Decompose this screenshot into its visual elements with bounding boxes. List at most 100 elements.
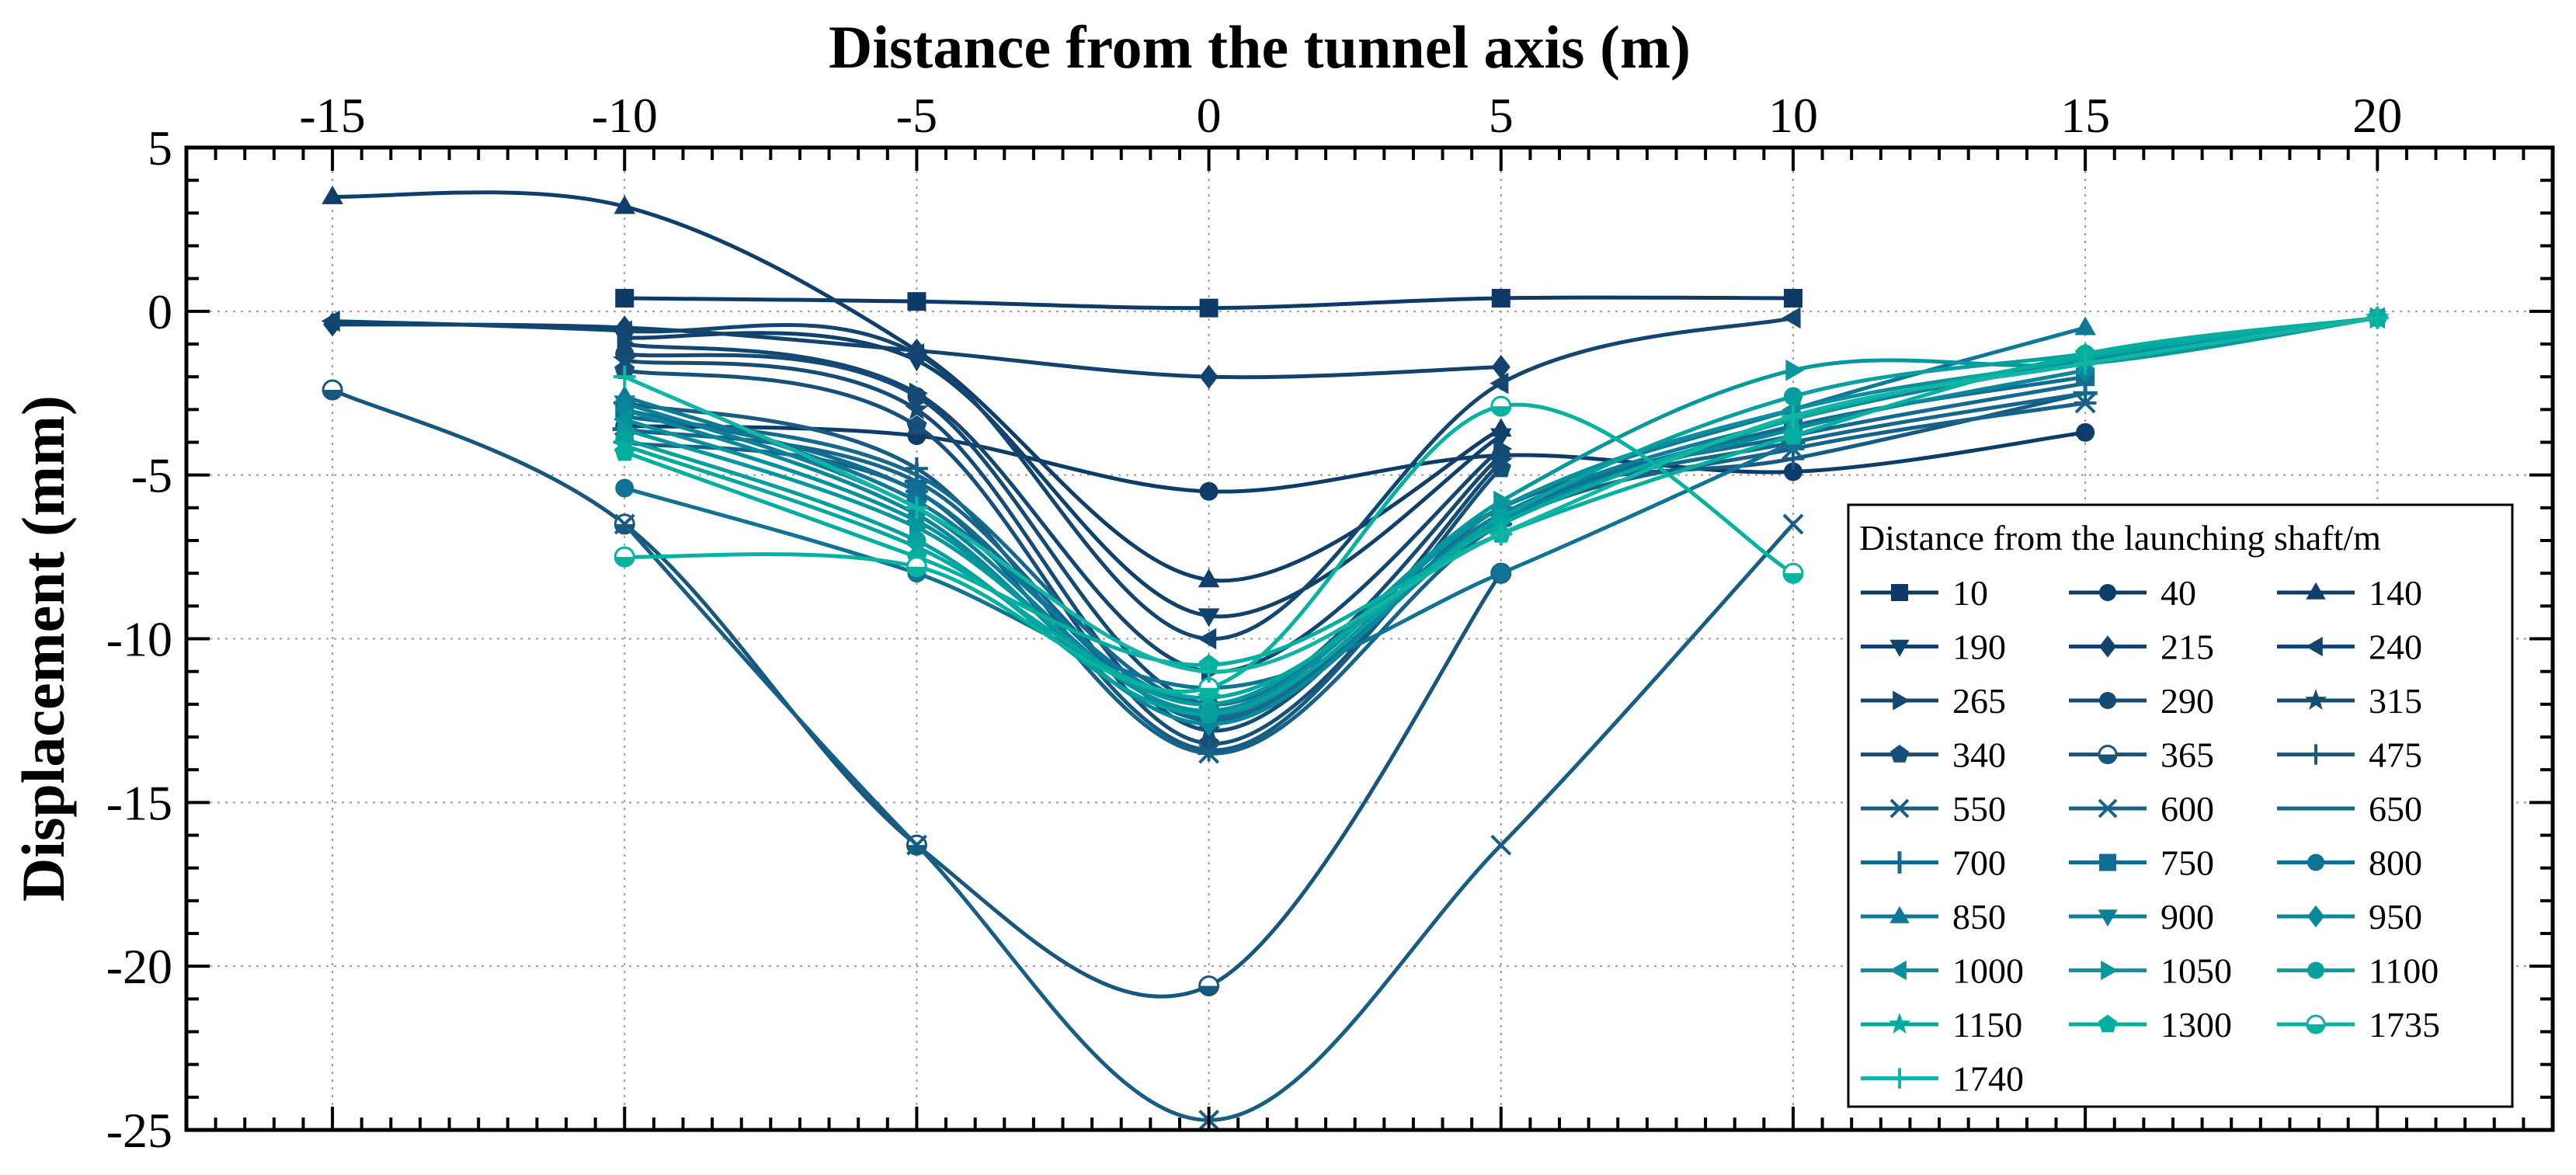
series-10 xyxy=(615,288,1803,318)
data-point xyxy=(1490,428,1512,447)
legend-item-215: 215 xyxy=(2069,627,2214,667)
data-point xyxy=(1782,307,1801,329)
data-point xyxy=(1891,584,1908,601)
legend-item-850: 850 xyxy=(1861,897,2006,937)
data-point xyxy=(2101,960,2119,981)
x-tick-label: -5 xyxy=(896,88,937,143)
data-point xyxy=(1198,975,1220,996)
data-point xyxy=(2097,798,2119,819)
legend-label: 315 xyxy=(2369,681,2422,721)
x-tick-label: 0 xyxy=(1197,88,1222,143)
legend-item-340: 340 xyxy=(1861,735,2006,775)
legend-item-290: 290 xyxy=(2069,681,2214,721)
data-point xyxy=(2305,744,2327,765)
data-point xyxy=(1785,359,1805,381)
data-point xyxy=(2304,689,2327,711)
y-tick-label: -10 xyxy=(106,612,172,667)
legend-label: 650 xyxy=(2369,789,2422,829)
legend-label: 1735 xyxy=(2369,1005,2440,1045)
legend-item-265: 265 xyxy=(1861,681,2006,721)
x-tick-label: 15 xyxy=(2060,88,2110,143)
data-point xyxy=(2098,909,2118,927)
series-line xyxy=(622,423,2088,494)
legend-label: 475 xyxy=(2369,735,2422,775)
legend-item-1300: 1300 xyxy=(2069,1005,2232,1045)
data-point xyxy=(2306,582,2326,600)
legend-label: 1300 xyxy=(2161,1005,2232,1045)
series-line xyxy=(622,402,1796,694)
data-point xyxy=(2099,635,2116,658)
data-point xyxy=(1199,364,1218,389)
data-point xyxy=(615,478,634,498)
data-point xyxy=(1888,1013,1911,1034)
data-point xyxy=(1491,288,1510,308)
data-point xyxy=(906,496,928,520)
ticks: -15 -10 -5 0 5 10 15 20 5 0 -5 -10 -15 -20 -25 xyxy=(106,88,2554,1158)
y-tick-label: -5 xyxy=(131,448,172,503)
data-point xyxy=(1490,834,1512,856)
series-240 xyxy=(321,307,1801,650)
data-point xyxy=(2099,692,2116,709)
legend-item-1740: 1740 xyxy=(1861,1059,2024,1099)
series-layer xyxy=(321,185,2390,1130)
legend-label: 290 xyxy=(2161,681,2214,721)
data-point xyxy=(1889,639,1910,657)
y-tick-label: 5 xyxy=(148,120,172,176)
legend-item-650: 650 xyxy=(2277,789,2422,829)
data-point xyxy=(905,397,929,420)
legend-label: 40 xyxy=(2161,573,2196,613)
legend-label: 850 xyxy=(1952,897,2006,937)
data-point xyxy=(1782,562,1804,584)
data-point xyxy=(1782,405,1805,428)
legend-label: 1000 xyxy=(1952,951,2024,991)
data-point xyxy=(1493,490,1513,513)
series-line xyxy=(330,190,1504,583)
legend-item-240: 240 xyxy=(2277,627,2422,667)
legend-item-900: 900 xyxy=(2069,897,2214,937)
legend-label: 750 xyxy=(2161,843,2214,883)
legend-label: 700 xyxy=(1952,843,2006,883)
data-point xyxy=(1491,354,1510,380)
data-point xyxy=(2305,636,2323,657)
data-point xyxy=(1198,739,1221,762)
data-point xyxy=(1889,1068,1910,1089)
series-line xyxy=(622,342,1504,674)
data-point xyxy=(1199,298,1218,318)
legend-item-1050: 1050 xyxy=(2069,951,2232,991)
data-point xyxy=(612,347,637,371)
legend-item-140: 140 xyxy=(2277,573,2422,613)
data-point xyxy=(906,415,927,435)
legend: Distance from the launching shaft/m 10 40 1… xyxy=(1847,503,2514,1108)
data-point xyxy=(321,310,340,332)
legend-item-750: 750 xyxy=(2069,843,2214,883)
legend-item-1100: 1100 xyxy=(2277,951,2439,991)
y-tick-label: 0 xyxy=(148,284,172,339)
data-point xyxy=(1198,627,1217,650)
legend-label: 1100 xyxy=(2369,951,2439,991)
data-point xyxy=(1198,660,1221,683)
data-point xyxy=(2307,961,2324,979)
legend-label: 190 xyxy=(1952,627,2006,667)
legend-label: 340 xyxy=(1952,735,2006,775)
data-point xyxy=(1893,690,1910,711)
data-point xyxy=(1783,387,1803,406)
legend-label: 600 xyxy=(2161,789,2214,829)
legend-item-550: 550 xyxy=(1861,789,2006,829)
data-point xyxy=(906,834,927,856)
legend-label: 1740 xyxy=(1952,1059,2024,1099)
series-line xyxy=(622,368,2088,726)
legend-box xyxy=(1847,503,2514,1108)
data-point xyxy=(1889,798,1910,819)
data-point xyxy=(1199,704,1218,724)
data-point xyxy=(2099,584,2116,601)
data-point xyxy=(1198,568,1220,588)
data-point xyxy=(1889,906,1910,923)
legend-item-10: 10 xyxy=(1861,573,1988,613)
data-point xyxy=(2074,352,2097,375)
data-point xyxy=(2307,853,2324,871)
legend-item-475: 475 xyxy=(2277,735,2422,775)
data-point xyxy=(907,387,926,406)
x-tick-label: 5 xyxy=(1489,88,1514,143)
legend-item-1000: 1000 xyxy=(1861,951,2024,991)
data-point xyxy=(322,379,343,401)
